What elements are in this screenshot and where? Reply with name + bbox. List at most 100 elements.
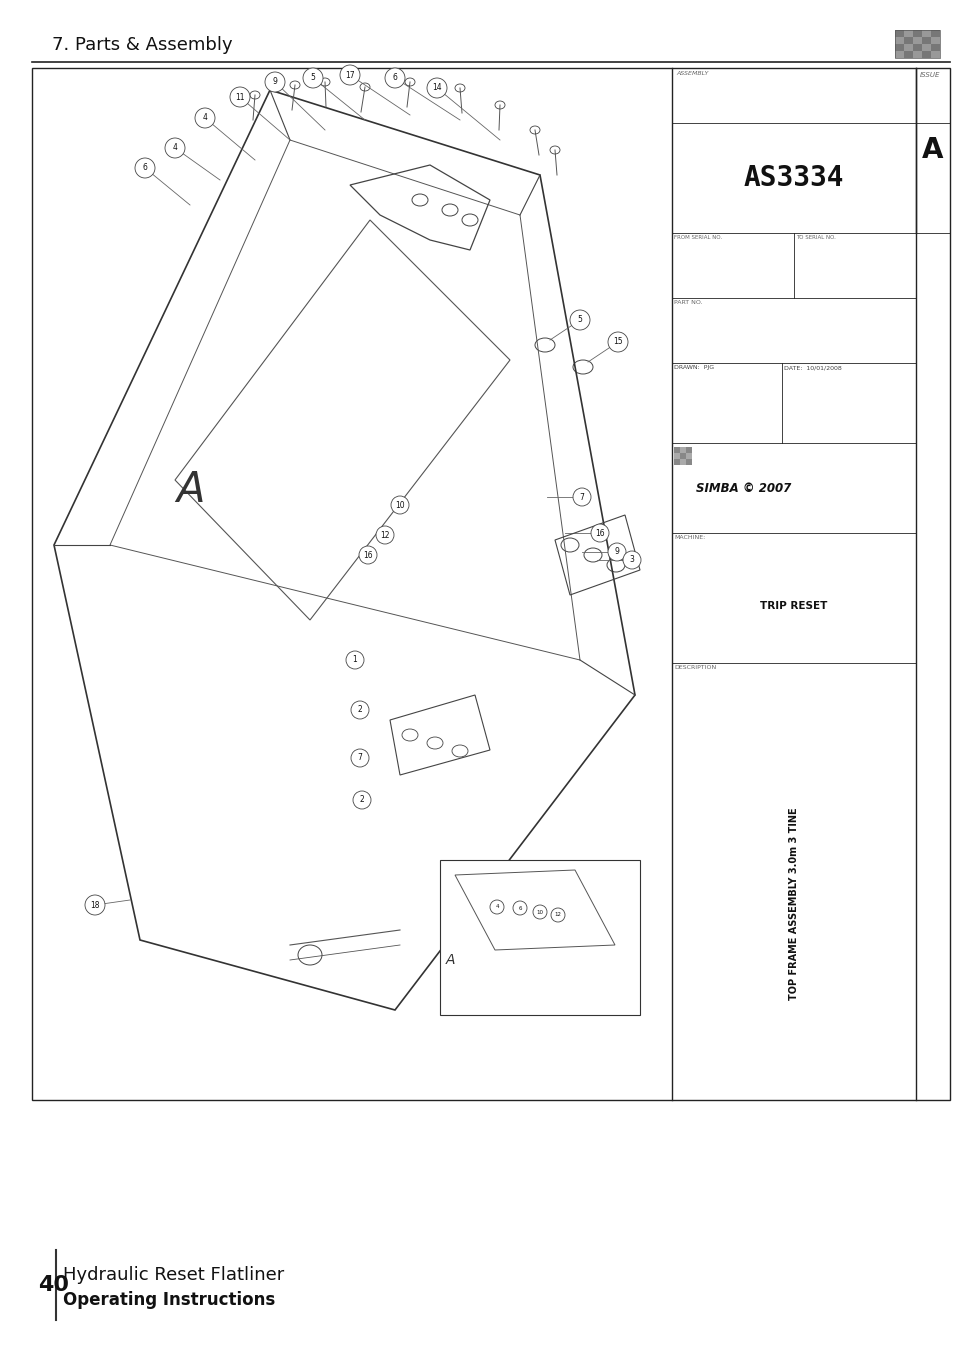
Bar	[894, 36, 903, 45]
Text: 16: 16	[595, 528, 604, 538]
Bar	[679, 447, 685, 453]
Text: 2: 2	[357, 705, 362, 715]
Circle shape	[607, 332, 627, 353]
Circle shape	[353, 790, 371, 809]
Text: 10: 10	[395, 500, 404, 509]
Text: 4: 4	[495, 905, 498, 909]
Circle shape	[490, 900, 503, 915]
Circle shape	[391, 496, 409, 513]
Bar	[894, 30, 903, 36]
Circle shape	[607, 543, 625, 561]
Circle shape	[230, 86, 250, 107]
Circle shape	[375, 526, 394, 544]
Circle shape	[135, 158, 154, 178]
Text: FROM SERIAL NO.: FROM SERIAL NO.	[673, 235, 721, 240]
Bar	[912, 45, 921, 51]
Text: 4: 4	[172, 143, 177, 153]
Text: PART NO.: PART NO.	[673, 300, 702, 305]
Text: 16: 16	[363, 550, 373, 559]
Text: SIMBA © 2007: SIMBA © 2007	[696, 481, 790, 494]
Text: A: A	[922, 136, 943, 165]
Text: Operating Instructions: Operating Instructions	[63, 1292, 275, 1309]
Text: DESCRIPTION: DESCRIPTION	[673, 665, 716, 670]
Circle shape	[303, 68, 323, 88]
Text: DRAWN:  PJG: DRAWN: PJG	[673, 365, 714, 370]
Bar	[685, 459, 691, 465]
Text: 1: 1	[353, 655, 357, 665]
Text: 3: 3	[629, 555, 634, 565]
Text: 9: 9	[273, 77, 277, 86]
Circle shape	[351, 748, 369, 767]
Text: AS3334: AS3334	[743, 163, 843, 192]
Text: 4: 4	[202, 113, 207, 123]
Circle shape	[573, 488, 590, 507]
Circle shape	[569, 309, 589, 330]
Circle shape	[265, 72, 285, 92]
Circle shape	[590, 524, 608, 542]
Text: 11: 11	[235, 92, 245, 101]
Text: TO SERIAL NO.: TO SERIAL NO.	[795, 235, 835, 240]
Text: 2: 2	[359, 796, 364, 804]
Text: 15: 15	[613, 338, 622, 346]
Bar	[673, 447, 679, 453]
Circle shape	[339, 65, 359, 85]
Text: 9: 9	[614, 547, 618, 557]
Text: 12: 12	[554, 912, 561, 917]
Text: TOP FRAME ASSEMBLY 3.0m 3 TINE: TOP FRAME ASSEMBLY 3.0m 3 TINE	[788, 807, 799, 1000]
Circle shape	[533, 905, 546, 919]
Circle shape	[513, 901, 526, 915]
Text: ASSEMBLY: ASSEMBLY	[676, 72, 708, 76]
Bar	[921, 51, 930, 58]
Bar	[903, 36, 912, 45]
Bar	[912, 51, 921, 58]
Bar	[903, 45, 912, 51]
Circle shape	[165, 138, 185, 158]
Bar	[679, 453, 685, 459]
Bar	[903, 51, 912, 58]
Bar	[679, 459, 685, 465]
Text: 12: 12	[380, 531, 390, 539]
Circle shape	[551, 908, 564, 921]
Bar	[439, 861, 639, 1015]
Circle shape	[385, 68, 405, 88]
Text: 18: 18	[91, 901, 100, 909]
Bar	[894, 51, 903, 58]
Bar	[894, 30, 939, 58]
Bar	[912, 30, 921, 36]
Bar	[894, 45, 903, 51]
Bar	[32, 68, 949, 1100]
Bar	[930, 51, 939, 58]
Bar	[685, 453, 691, 459]
Text: 6: 6	[517, 905, 521, 911]
Bar	[912, 36, 921, 45]
Text: 10: 10	[536, 909, 543, 915]
Text: TRIP RESET: TRIP RESET	[760, 601, 827, 611]
Text: 14: 14	[432, 84, 441, 92]
Text: 6: 6	[392, 73, 397, 82]
Text: 40: 40	[38, 1275, 69, 1296]
Bar	[930, 45, 939, 51]
Text: A: A	[445, 952, 455, 967]
Text: ISSUE: ISSUE	[919, 72, 940, 78]
Bar	[673, 459, 679, 465]
Circle shape	[358, 546, 376, 563]
Text: DATE:  10/01/2008: DATE: 10/01/2008	[783, 365, 841, 370]
Text: MACHINE:: MACHINE:	[673, 535, 704, 540]
Bar	[921, 36, 930, 45]
Bar	[903, 30, 912, 36]
Text: 7. Parts & Assembly: 7. Parts & Assembly	[52, 36, 233, 54]
Bar	[685, 447, 691, 453]
Text: 6: 6	[142, 163, 148, 173]
Circle shape	[85, 894, 105, 915]
Bar	[673, 453, 679, 459]
Text: 5: 5	[311, 73, 315, 82]
Bar	[921, 45, 930, 51]
Text: 7: 7	[579, 493, 584, 501]
Bar	[921, 30, 930, 36]
Circle shape	[622, 551, 640, 569]
Bar	[930, 30, 939, 36]
Bar	[930, 36, 939, 45]
Circle shape	[346, 651, 364, 669]
Circle shape	[194, 108, 214, 128]
Circle shape	[351, 701, 369, 719]
